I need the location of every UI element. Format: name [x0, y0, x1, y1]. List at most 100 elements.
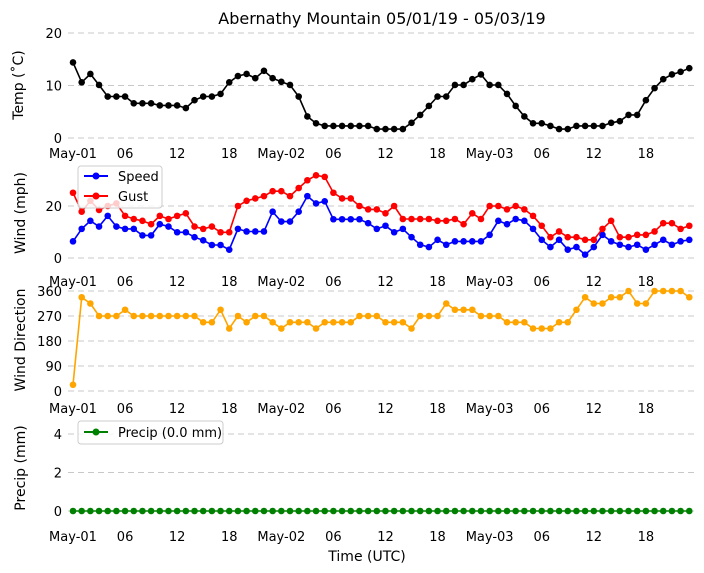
data-point-temp: [390, 125, 398, 133]
data-point-direction: [547, 325, 554, 332]
data-point-wind: [243, 197, 250, 205]
y-axis-label-wind: Wind (mph): [13, 172, 29, 254]
legend-gust-label: Gust: [118, 190, 148, 205]
x-tick-label-wind: 12: [377, 275, 394, 290]
data-point-wind: [599, 225, 606, 233]
data-point-direction: [295, 318, 302, 326]
data-point-wind: [182, 209, 190, 217]
data-point-wind: [295, 208, 302, 216]
data-point-wind: [625, 233, 632, 241]
data-point-direction: [156, 312, 164, 320]
data-point-direction: [243, 318, 250, 326]
data-point-direction: [95, 312, 103, 320]
x-tick-label-direction: 12: [377, 402, 394, 417]
data-point-wind: [416, 215, 424, 223]
data-point-temp: [165, 102, 172, 109]
legend-wind: Speed Gust: [77, 165, 163, 209]
data-point-wind: [286, 192, 294, 200]
data-point-wind: [382, 209, 389, 217]
data-point-wind: [616, 241, 624, 249]
data-point-temp: [642, 96, 650, 104]
data-point-wind: [442, 217, 450, 225]
data-point-direction: [269, 318, 276, 326]
data-point-wind: [139, 232, 146, 239]
data-point-precip: [434, 507, 441, 515]
data-point-wind: [668, 241, 676, 249]
x-tick-label-temp: May-01: [49, 147, 97, 162]
data-point-temp: [599, 122, 606, 130]
data-point-precip: [78, 507, 85, 515]
data-point-direction: [477, 312, 485, 320]
y-tick-label-wind: 20: [45, 200, 62, 215]
data-point-precip: [573, 507, 580, 515]
data-point-wind: [217, 241, 224, 249]
data-point-direction: [599, 300, 606, 307]
data-point-wind: [538, 236, 546, 244]
data-point-wind: [390, 202, 398, 210]
data-point-wind: [651, 228, 658, 235]
data-point-wind: [304, 176, 311, 184]
data-point-precip: [139, 507, 146, 515]
data-point-wind: [208, 241, 216, 249]
x-tick-label-wind: 06: [117, 275, 134, 290]
data-point-wind: [607, 217, 615, 225]
data-point-temp: [521, 113, 528, 120]
y-tick-label-direction: 180: [37, 335, 62, 350]
data-point-direction: [625, 287, 632, 295]
data-point-temp: [677, 68, 684, 76]
data-point-wind: [243, 228, 250, 235]
series-line-direction: [72, 289, 690, 385]
data-point-temp: [225, 79, 233, 86]
data-point-wind: [356, 215, 363, 223]
data-point-temp: [347, 122, 355, 130]
data-point-wind: [555, 236, 563, 244]
data-point-wind: [547, 243, 554, 251]
data-point-direction: [139, 312, 146, 320]
data-point-wind: [338, 195, 346, 202]
data-point-wind: [486, 202, 493, 210]
data-point-temp: [382, 125, 389, 133]
data-point-wind: [234, 225, 242, 233]
data-point-precip: [642, 507, 650, 515]
data-point-precip: [477, 507, 485, 515]
data-point-precip: [495, 507, 502, 515]
data-point-temp: [659, 75, 667, 83]
data-point-precip: [625, 507, 632, 515]
x-tick-label-temp: 18: [638, 147, 655, 162]
data-point-direction: [651, 287, 658, 295]
data-point-temp: [278, 78, 285, 86]
data-point-direction: [173, 312, 181, 320]
data-point-temp: [191, 96, 198, 104]
data-point-precip: [460, 507, 467, 515]
data-point-direction: [495, 312, 502, 320]
x-tick-label-temp: 18: [429, 147, 446, 162]
x-tick-label-direction: 06: [325, 402, 342, 417]
data-point-direction: [564, 318, 572, 326]
data-point-direction: [399, 318, 407, 326]
data-point-wind: [668, 219, 676, 227]
data-point-precip: [330, 507, 337, 515]
x-tick-label-wind: 12: [169, 275, 186, 290]
y-axis-label-direction: Wind Direction: [13, 289, 29, 392]
data-point-direction: [659, 287, 667, 295]
data-point-wind: [121, 212, 129, 220]
x-tick-label-wind: May-01: [49, 275, 97, 290]
data-point-temp: [182, 104, 190, 112]
data-point-precip: [295, 507, 302, 515]
data-point-direction: [590, 300, 598, 307]
y-tick-label-precip: 0: [54, 505, 62, 520]
data-point-direction: [512, 318, 519, 326]
data-point-precip: [529, 507, 537, 515]
data-point-temp: [668, 71, 676, 78]
legend-precip-label: Precip (0.0 mm): [118, 426, 222, 441]
data-point-precip: [425, 507, 433, 515]
data-point-direction: [330, 318, 337, 326]
data-point-wind: [199, 237, 207, 244]
data-point-direction: [468, 306, 476, 314]
data-point-wind: [225, 228, 233, 236]
data-point-wind: [399, 225, 407, 233]
data-point-wind: [521, 206, 528, 213]
data-point-wind: [616, 233, 624, 241]
data-point-wind: [408, 215, 415, 223]
data-point-wind: [460, 238, 467, 245]
